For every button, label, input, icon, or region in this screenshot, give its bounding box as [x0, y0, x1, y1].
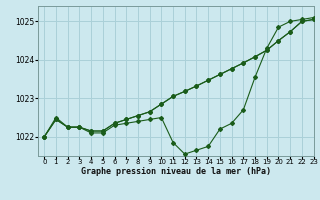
X-axis label: Graphe pression niveau de la mer (hPa): Graphe pression niveau de la mer (hPa)	[81, 167, 271, 176]
